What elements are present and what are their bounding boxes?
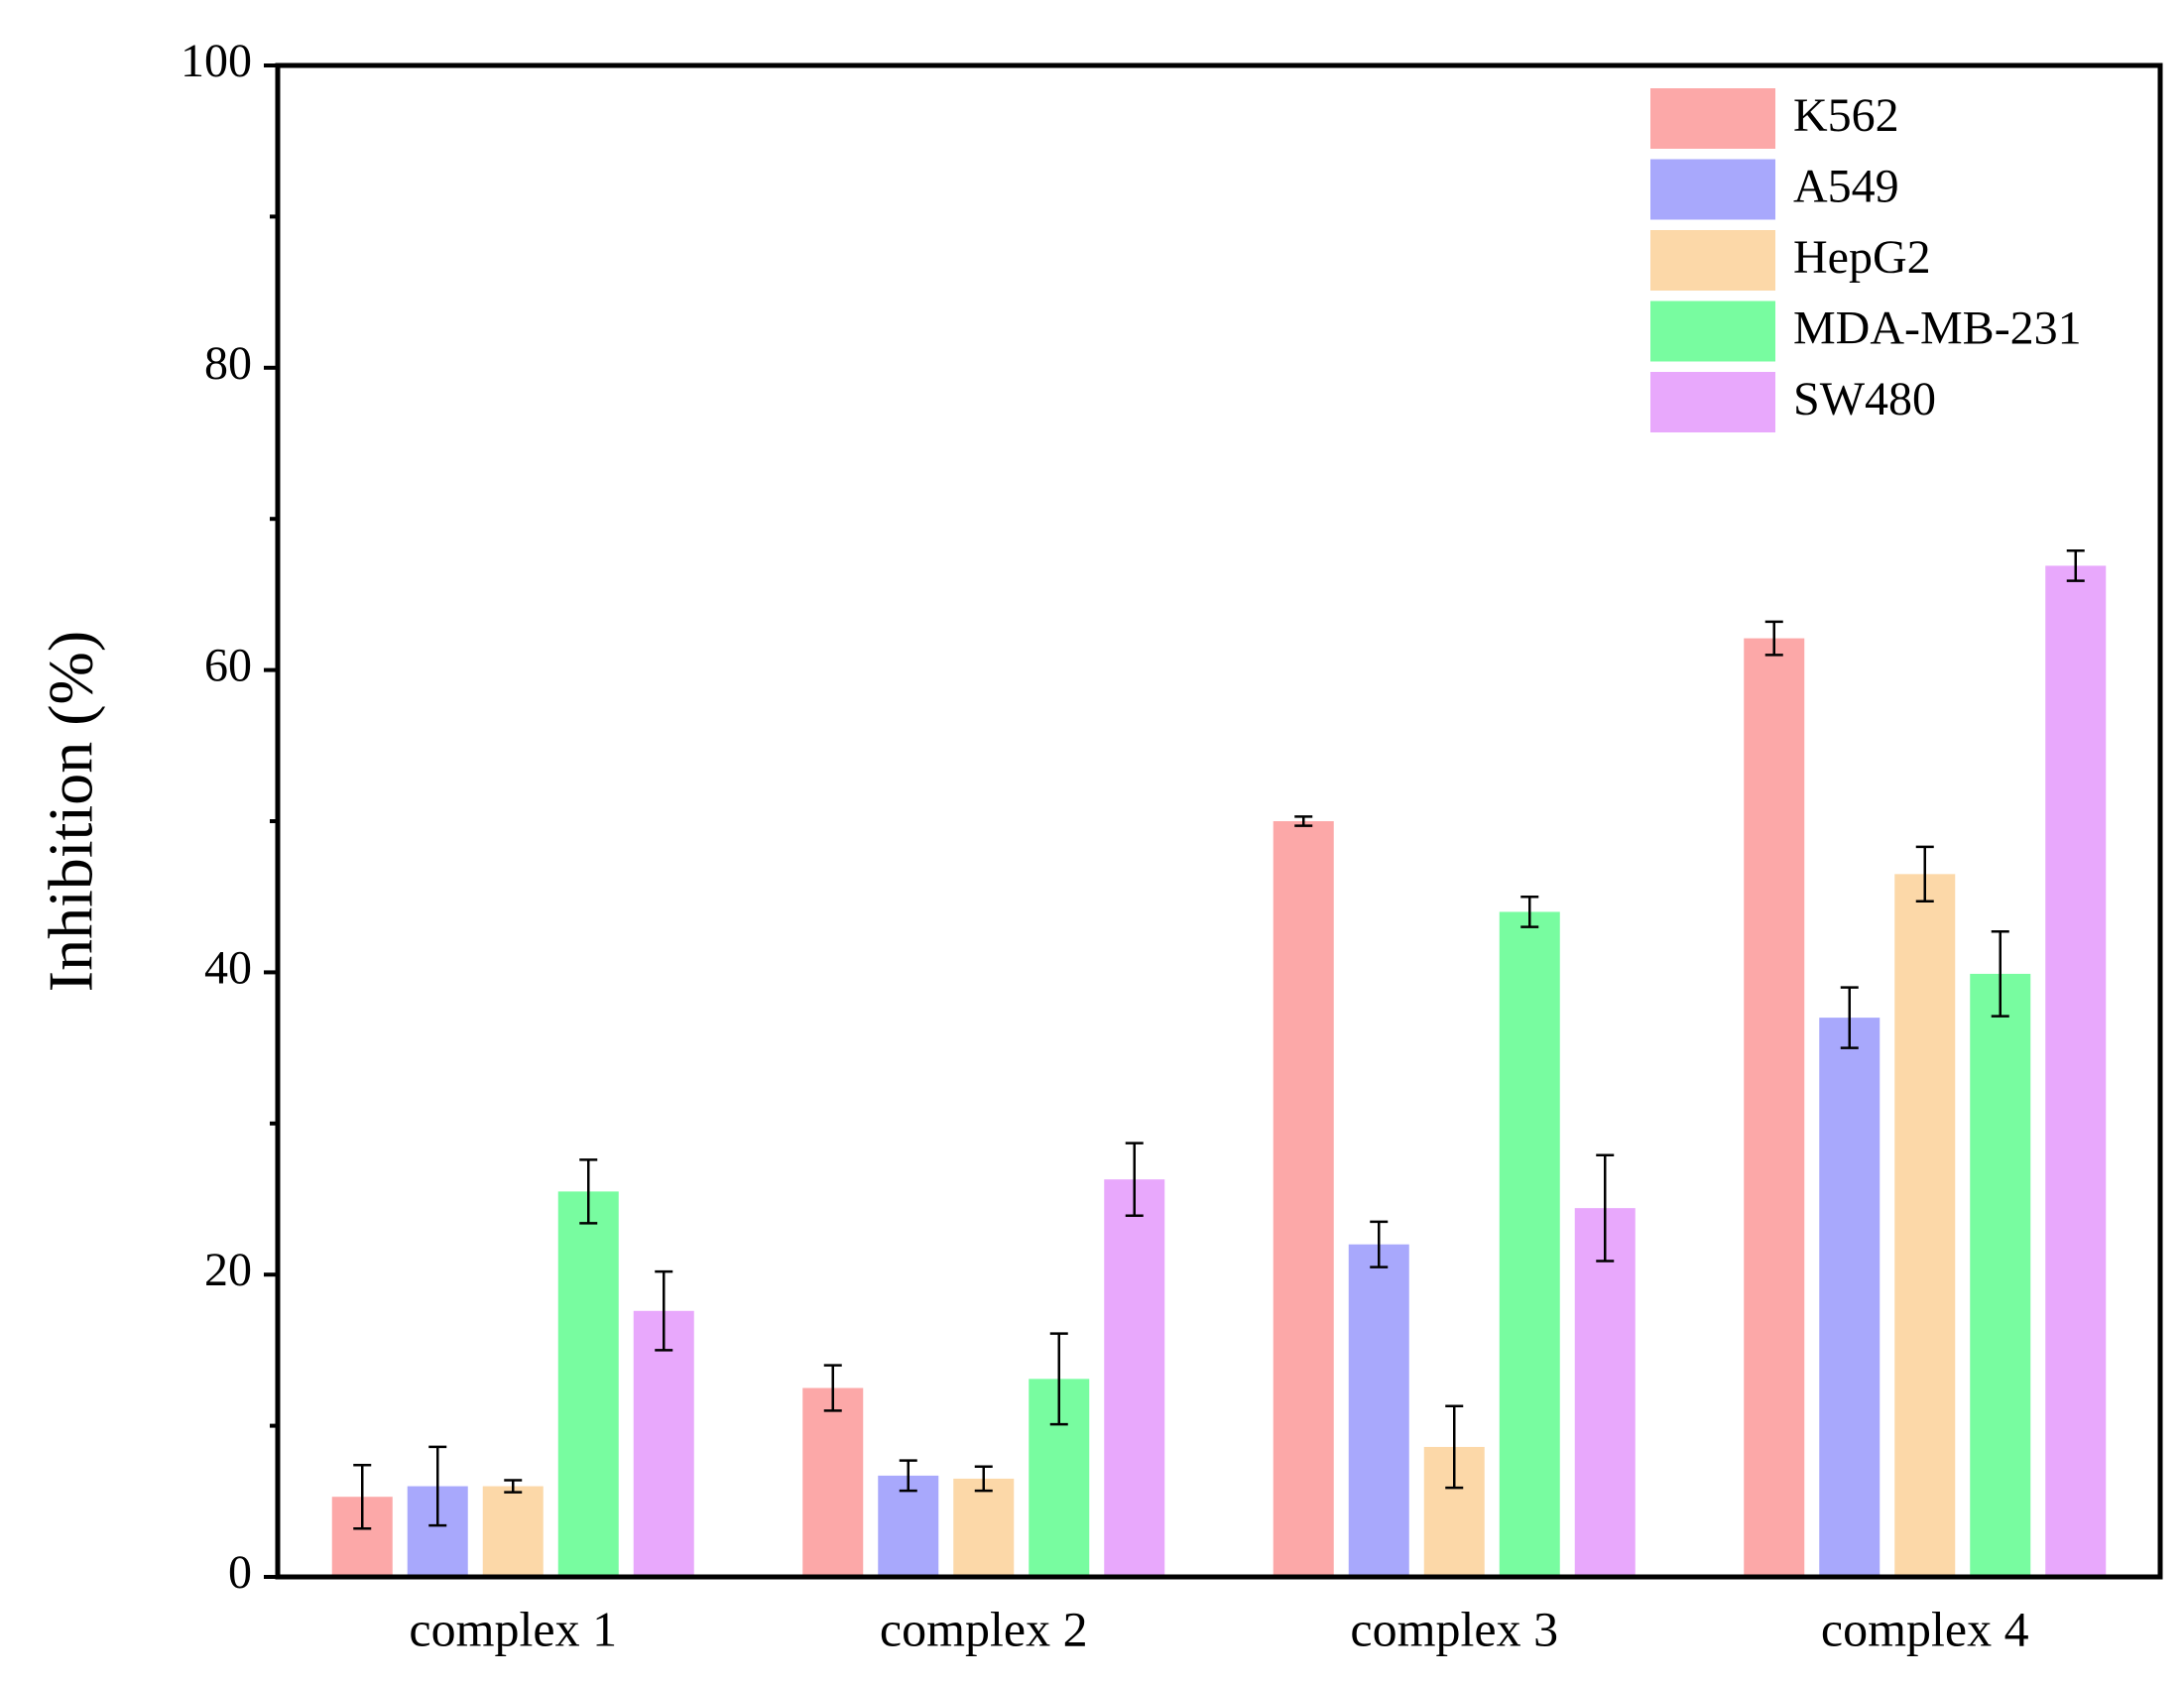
legend-label: K562 xyxy=(1793,89,1899,142)
plot-frame xyxy=(275,62,2163,1580)
legend-label: SW480 xyxy=(1793,373,1936,425)
x-tick-label: complex 3 xyxy=(1350,1601,1558,1656)
error-bar xyxy=(1915,845,1934,903)
bar xyxy=(1499,911,1560,1577)
error-bar xyxy=(1049,1332,1068,1426)
error-bar xyxy=(1370,1220,1389,1268)
legend-swatch xyxy=(1650,301,1775,362)
error-bar xyxy=(1294,815,1313,827)
error-bar xyxy=(2066,548,2085,582)
error-bar xyxy=(655,1269,673,1352)
error-bar xyxy=(1125,1142,1144,1218)
x-tick-label: complex 4 xyxy=(1821,1601,2029,1656)
bar xyxy=(1819,1018,1881,1577)
error-bar xyxy=(1445,1404,1464,1490)
error-bar xyxy=(504,1479,523,1494)
error-bar xyxy=(353,1463,372,1530)
error-bar xyxy=(1764,620,1783,657)
bar xyxy=(1744,638,1805,1577)
error-bar xyxy=(974,1465,993,1493)
bar xyxy=(1273,821,1334,1577)
y-tick-label: 60 xyxy=(204,640,252,692)
y-tick-label: 0 xyxy=(228,1546,252,1599)
bar xyxy=(878,1475,939,1577)
error-bar xyxy=(428,1445,447,1527)
x-tick-label: complex 2 xyxy=(880,1601,1088,1656)
bar xyxy=(557,1191,619,1577)
legend-swatch xyxy=(1650,372,1775,432)
bar xyxy=(2045,565,2107,1577)
legend-swatch xyxy=(1650,230,1775,291)
error-bar xyxy=(579,1158,598,1225)
legend-label: HepG2 xyxy=(1793,231,1931,284)
y-tick-label: 100 xyxy=(181,35,252,87)
error-bar xyxy=(1991,930,2009,1018)
bar xyxy=(1348,1244,1409,1577)
y-tick-label: 80 xyxy=(204,337,252,390)
bar xyxy=(1970,973,2031,1577)
y-axis-label: Inhibition (%) xyxy=(36,631,106,992)
legend-swatch xyxy=(1650,88,1775,149)
bar xyxy=(1894,874,1956,1577)
legend-label: MDA-MB-231 xyxy=(1793,302,2082,355)
legend-label: A549 xyxy=(1793,161,1899,213)
error-bar xyxy=(823,1364,842,1412)
y-tick-label: 20 xyxy=(204,1244,252,1296)
error-bar xyxy=(1840,986,1859,1049)
bar xyxy=(482,1486,544,1577)
bar xyxy=(1104,1179,1165,1577)
error-bar xyxy=(1520,895,1539,928)
error-bar xyxy=(899,1459,917,1493)
bar xyxy=(633,1310,694,1577)
error-bar xyxy=(1596,1153,1615,1263)
bar xyxy=(953,1478,1015,1577)
legend-swatch xyxy=(1650,159,1775,220)
bar xyxy=(1574,1208,1636,1577)
x-tick-label: complex 1 xyxy=(409,1601,617,1656)
y-tick-label: 40 xyxy=(204,941,252,994)
bar xyxy=(802,1387,864,1577)
